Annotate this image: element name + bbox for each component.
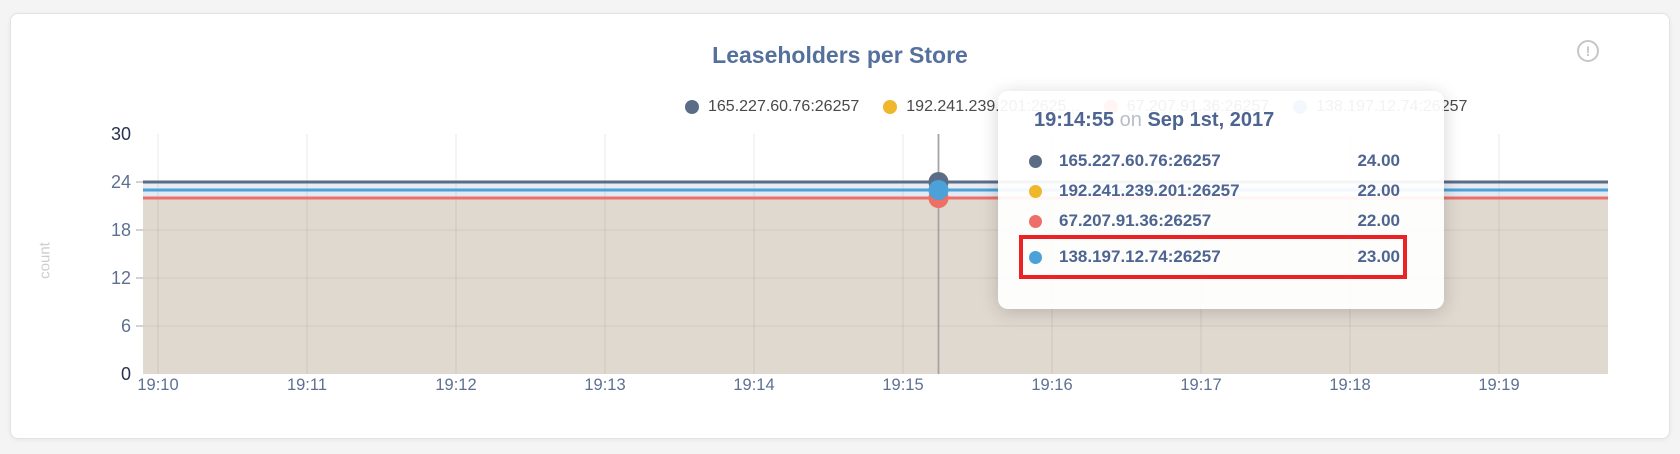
tooltip-date: Sep 1st, 2017 — [1147, 109, 1275, 131]
y-tick-mark — [136, 229, 145, 231]
x-axis-tick: 19:11 — [286, 376, 328, 394]
tooltip-series-value: 24.00 — [1357, 151, 1400, 170]
tooltip-header: 19:14:55 on Sep 1st, 2017 — [1034, 109, 1400, 132]
tooltip-row: 67.207.91.36:26257 22.00 — [1026, 206, 1400, 236]
hover-tooltip: 19:14:55 on Sep 1st, 2017 165.227.60.76:… — [998, 91, 1444, 309]
chart-card: Leaseholders per Store ! 165.227.60.76:2… — [10, 13, 1670, 439]
hover-marker — [928, 134, 949, 374]
series-dot-icon — [1029, 154, 1042, 168]
x-axis-tick: 19:12 — [435, 376, 477, 394]
tooltip-row-highlighted: 138.197.12.74:26257 23.00 — [1019, 235, 1407, 279]
legend-label: 165.227.60.76:26257 — [708, 98, 860, 115]
x-axis-tick: 19:16 — [1031, 376, 1073, 394]
x-axis-tick: 19:14 — [733, 376, 775, 394]
legend-dot-icon — [685, 100, 699, 114]
tooltip-row: 165.227.60.76:26257 24.00 — [1026, 146, 1400, 176]
series-dot-icon — [1029, 214, 1042, 228]
tooltip-series-value: 23.00 — [1357, 247, 1400, 266]
y-axis-tick: 24 — [110, 172, 131, 192]
y-tick-mark — [136, 181, 145, 183]
x-axis-tick: 19:15 — [882, 376, 924, 394]
x-axis-tick: 19:19 — [1478, 376, 1520, 394]
y-axis-label: count — [36, 242, 54, 279]
x-axis-tick: 19:18 — [1329, 376, 1371, 394]
y-axis-tick: 18 — [110, 220, 131, 240]
y-axis-tick: 12 — [110, 268, 131, 288]
tooltip-series-label: 138.197.12.74:26257 — [1059, 247, 1221, 266]
tooltip-series-label: 165.227.60.76:26257 — [1059, 151, 1221, 170]
y-axis-tick: 30 — [110, 124, 131, 144]
y-axis-tick: 6 — [120, 316, 131, 336]
tooltip-conjunction: on — [1119, 109, 1142, 131]
legend-item[interactable]: 165.227.60.76:26257 — [685, 98, 859, 116]
y-tick-mark — [136, 325, 145, 327]
x-axis-tick: 19:17 — [1180, 376, 1222, 394]
series-dot-icon — [1029, 184, 1042, 198]
x-axis-tick: 19:10 — [137, 376, 179, 394]
tooltip-series-label: 67.207.91.36:26257 — [1059, 211, 1212, 230]
tooltip-rows: 165.227.60.76:26257 24.00 192.241.239.20… — [1019, 146, 1407, 279]
y-tick-mark — [136, 277, 145, 279]
chart-title: Leaseholders per Store — [712, 42, 968, 68]
legend-dot-icon — [883, 100, 898, 114]
y-axis-tick: 0 — [120, 364, 131, 384]
tooltip-row: 192.241.239.201:26257 22.00 — [1026, 176, 1400, 206]
tooltip-series-value: 22.00 — [1357, 211, 1400, 230]
info-circle-icon[interactable]: ! — [1577, 40, 1599, 62]
series-dot-icon — [1029, 250, 1042, 264]
tooltip-series-value: 22.00 — [1357, 181, 1400, 200]
tooltip-time: 19:14:55 — [1034, 109, 1115, 131]
x-axis-tick: 19:13 — [584, 376, 626, 394]
tooltip-series-label: 192.241.239.201:26257 — [1059, 181, 1240, 200]
